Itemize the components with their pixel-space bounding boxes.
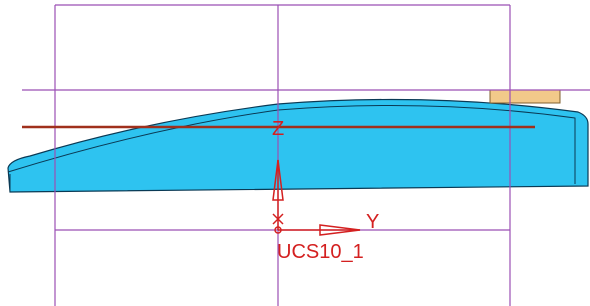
ucs-name: UCS10_1 (277, 241, 364, 263)
y-label: Y (366, 211, 379, 233)
z-label: Z (272, 118, 284, 140)
tab (490, 90, 560, 103)
cad-viewport: Z Y UCS10_1 (0, 0, 590, 306)
